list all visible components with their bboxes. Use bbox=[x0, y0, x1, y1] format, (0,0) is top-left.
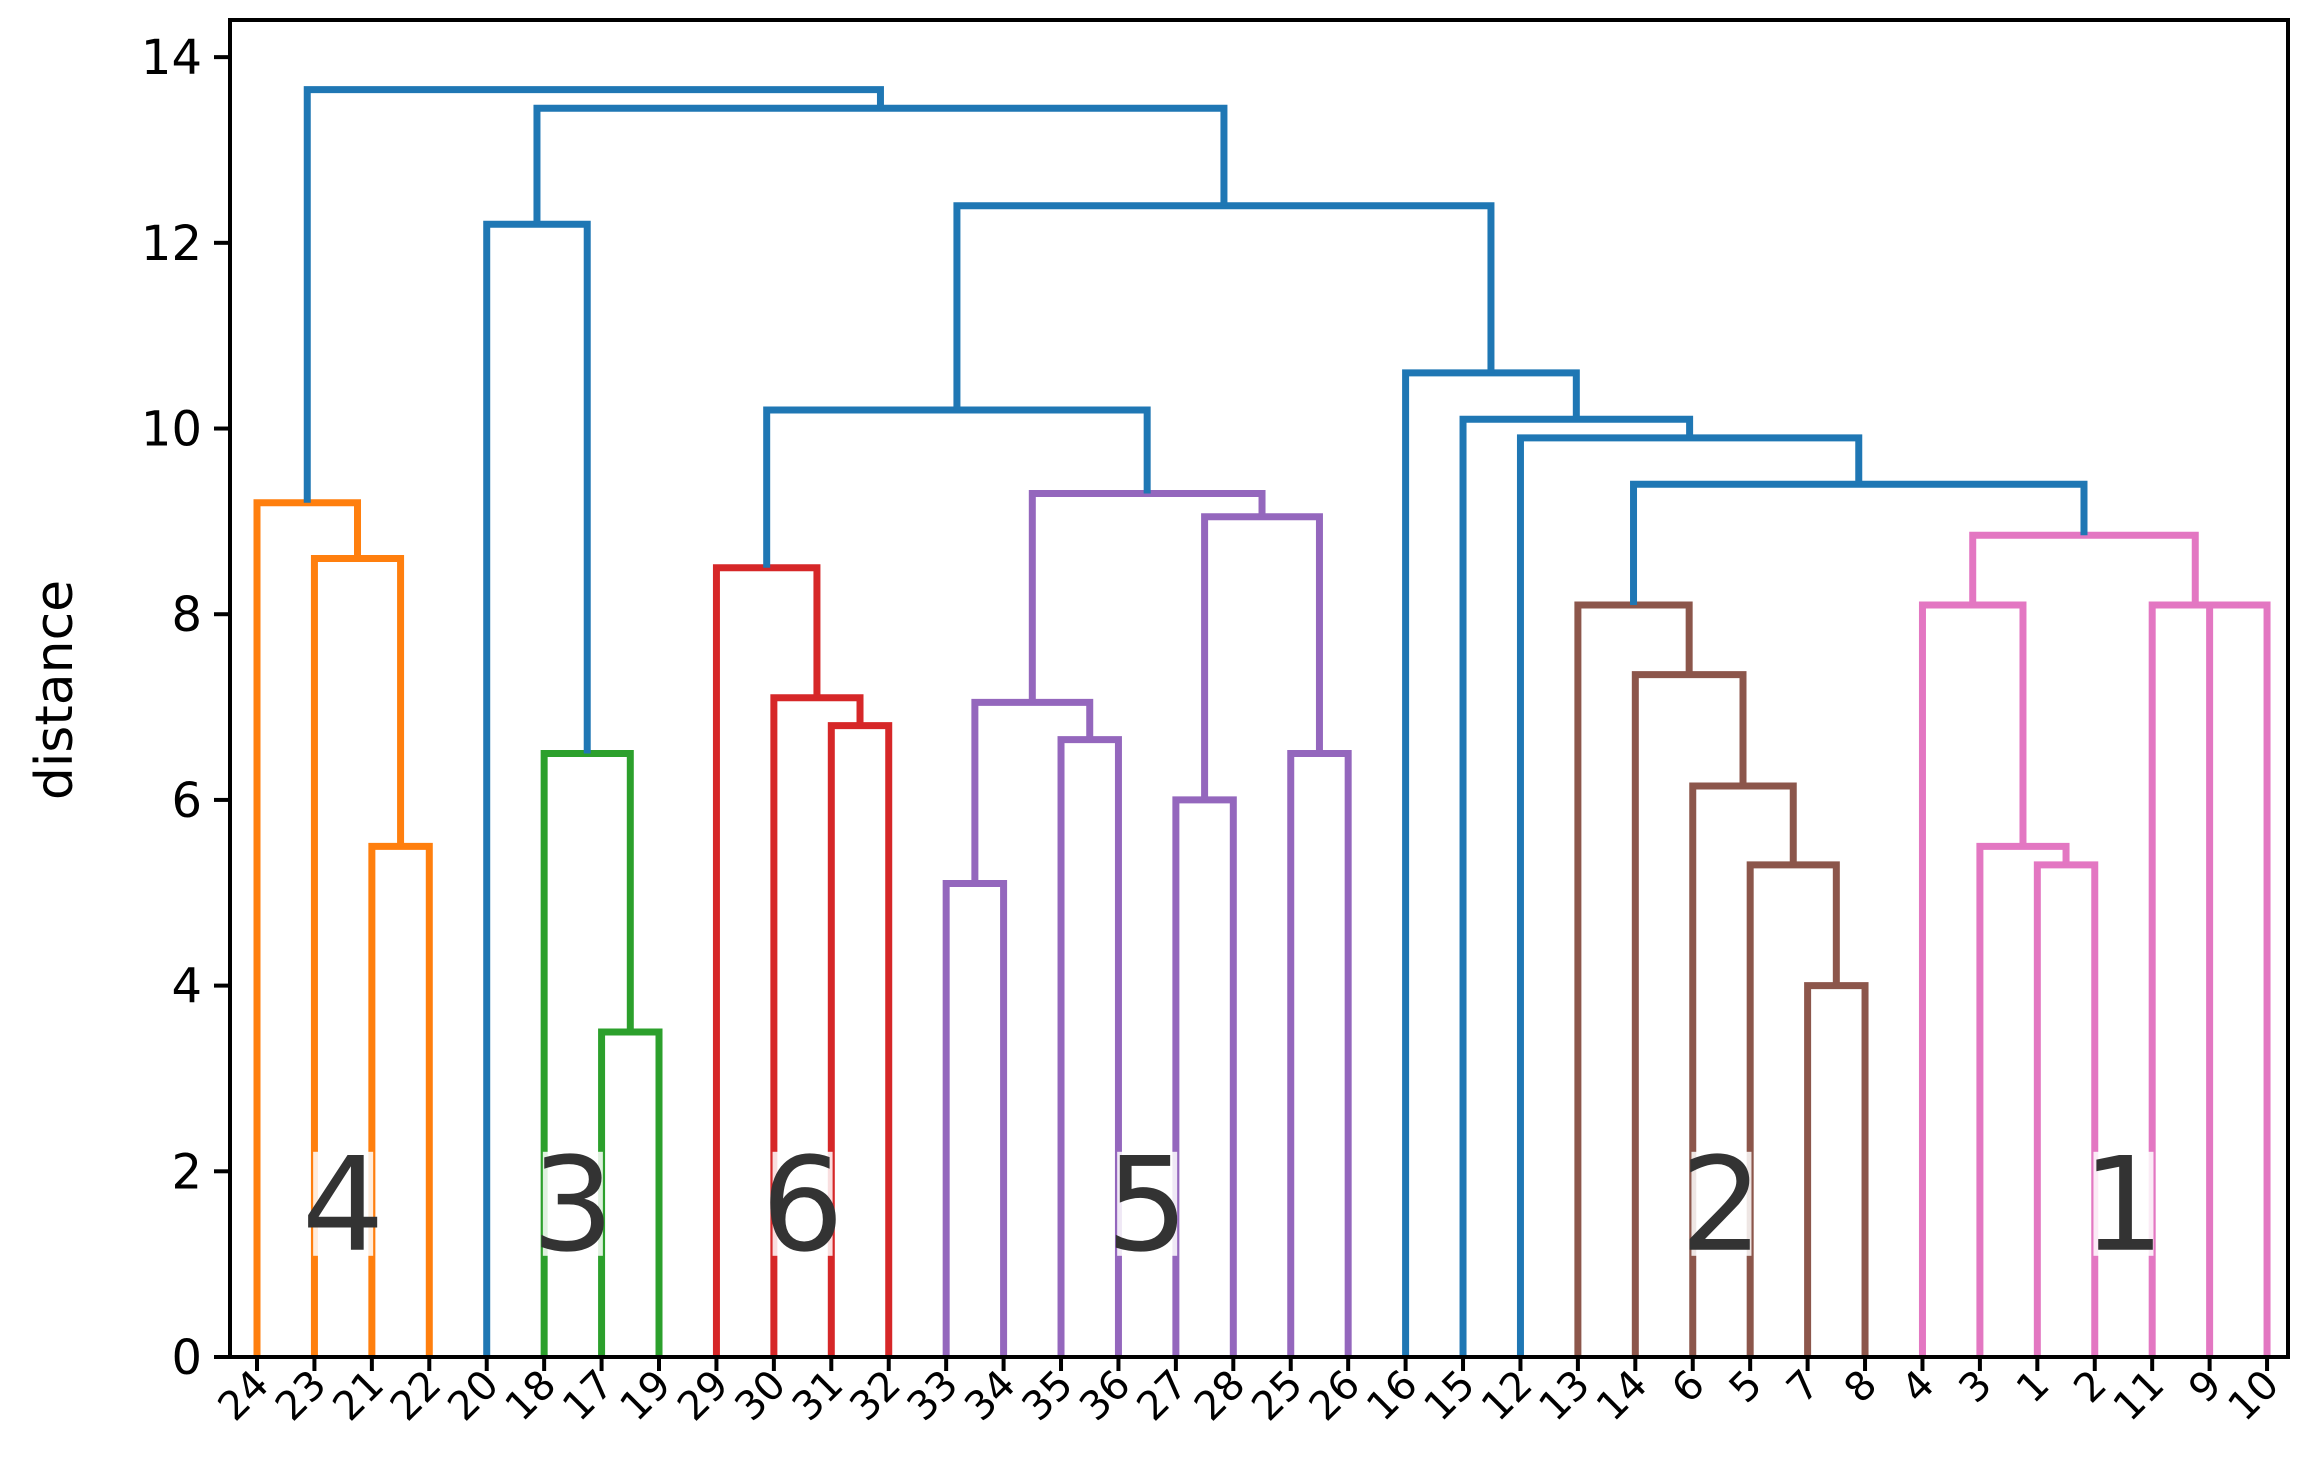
cluster-label: 6 bbox=[761, 1129, 844, 1281]
leaf-label: 10 bbox=[2220, 1362, 2289, 1431]
dendrogram-link-i1 bbox=[953, 202, 1495, 410]
dendrogram-link-g5 bbox=[2148, 601, 2239, 1357]
cluster-label-background bbox=[313, 1151, 374, 1256]
cluster-label: 1 bbox=[2082, 1129, 2165, 1281]
dendrogram-link-g1 bbox=[2033, 861, 2099, 1357]
leaf-label: 2 bbox=[2065, 1362, 2116, 1413]
dendrogram-link-f1 bbox=[1804, 982, 1869, 1357]
leaf-label: 14 bbox=[1588, 1362, 1657, 1431]
dendrogram-links bbox=[253, 86, 2271, 1357]
leaf-label: 5 bbox=[1721, 1362, 1772, 1413]
dendrogram-link-h2 bbox=[1516, 434, 1863, 1357]
dendrogram-link-j1 bbox=[533, 104, 1228, 225]
leaf-label: 6 bbox=[1663, 1362, 1714, 1413]
x-axis-leaf-labels: 2423212220181719293031323334353627282526… bbox=[210, 1357, 2289, 1431]
cluster-label: 4 bbox=[302, 1129, 385, 1281]
y-axis-ticks: 0 2 4 6 8 10 12 14 bbox=[141, 30, 230, 1386]
leaf-label: 11 bbox=[2105, 1362, 2174, 1431]
dendrogram-link-e1 bbox=[763, 406, 1151, 568]
dendrogram-link-d7 bbox=[1028, 490, 1266, 703]
y-tick-label: 4 bbox=[171, 959, 202, 1015]
dendrogram-link-c1 bbox=[827, 722, 893, 1357]
cluster-label-background bbox=[542, 1151, 603, 1256]
y-tick-label: 2 bbox=[171, 1144, 202, 1200]
dendrogram-link-a3 bbox=[253, 499, 362, 1357]
y-tick-label: 10 bbox=[141, 402, 202, 458]
leaf-label: 3 bbox=[1950, 1362, 2001, 1413]
dendrogram-link-f4 bbox=[1631, 671, 1747, 1357]
dendrogram-link-g2 bbox=[1976, 842, 2070, 1357]
y-tick-label: 0 bbox=[171, 1330, 202, 1386]
dendrogram-link-d5 bbox=[1287, 749, 1352, 1357]
cluster-label-background bbox=[1691, 1151, 1752, 1256]
y-tick-label: 12 bbox=[141, 216, 202, 272]
cluster-label: 5 bbox=[1106, 1129, 1189, 1281]
dendrogram-link-d4 bbox=[1172, 796, 1237, 1357]
y-tick-label: 8 bbox=[171, 587, 202, 643]
dendrogram-link-g3 bbox=[1918, 601, 2027, 1357]
dendrogram-link-g4 bbox=[2206, 601, 2271, 1357]
dendrogram-link-d6 bbox=[1201, 513, 1323, 800]
dendrogram-link-c3 bbox=[712, 564, 821, 1357]
plot-frame bbox=[228, 18, 2290, 1359]
leaf-label: 8 bbox=[1836, 1362, 1887, 1413]
dendrogram-link-b3 bbox=[483, 220, 591, 1357]
leaf-label: 7 bbox=[1778, 1362, 1829, 1413]
cluster-label-background bbox=[1117, 1151, 1178, 1256]
dendrogram-link-k1 bbox=[303, 86, 884, 503]
y-tick-label: 6 bbox=[171, 773, 202, 829]
leaf-label: 4 bbox=[1893, 1362, 1944, 1413]
dendrogram-link-f5 bbox=[1574, 601, 1693, 1357]
dendrogram-link-h4 bbox=[1402, 369, 1580, 1357]
cluster-label-background bbox=[772, 1151, 833, 1256]
dendrogram-link-d1 bbox=[942, 879, 1008, 1357]
y-tick-label: 14 bbox=[141, 30, 202, 86]
cluster-label: 2 bbox=[1680, 1129, 1763, 1281]
y-axis-title: distance bbox=[25, 580, 85, 800]
dendrogram-link-c2 bbox=[770, 694, 864, 1357]
cluster-label: 3 bbox=[532, 1129, 615, 1281]
dendrogram-link-h1 bbox=[1630, 480, 2088, 605]
dendrogram-link-a2 bbox=[310, 555, 405, 1357]
dendrogram-link-f2 bbox=[1746, 861, 1840, 1357]
dendrogram-link-f3 bbox=[1689, 782, 1797, 1357]
leaf-label: 9 bbox=[2180, 1362, 2231, 1413]
leaf-label: 1 bbox=[2008, 1362, 2059, 1413]
dendrogram-link-d3 bbox=[971, 698, 1094, 884]
cluster-label-background bbox=[2093, 1151, 2154, 1256]
dendrogram-link-g6 bbox=[1969, 531, 2199, 605]
